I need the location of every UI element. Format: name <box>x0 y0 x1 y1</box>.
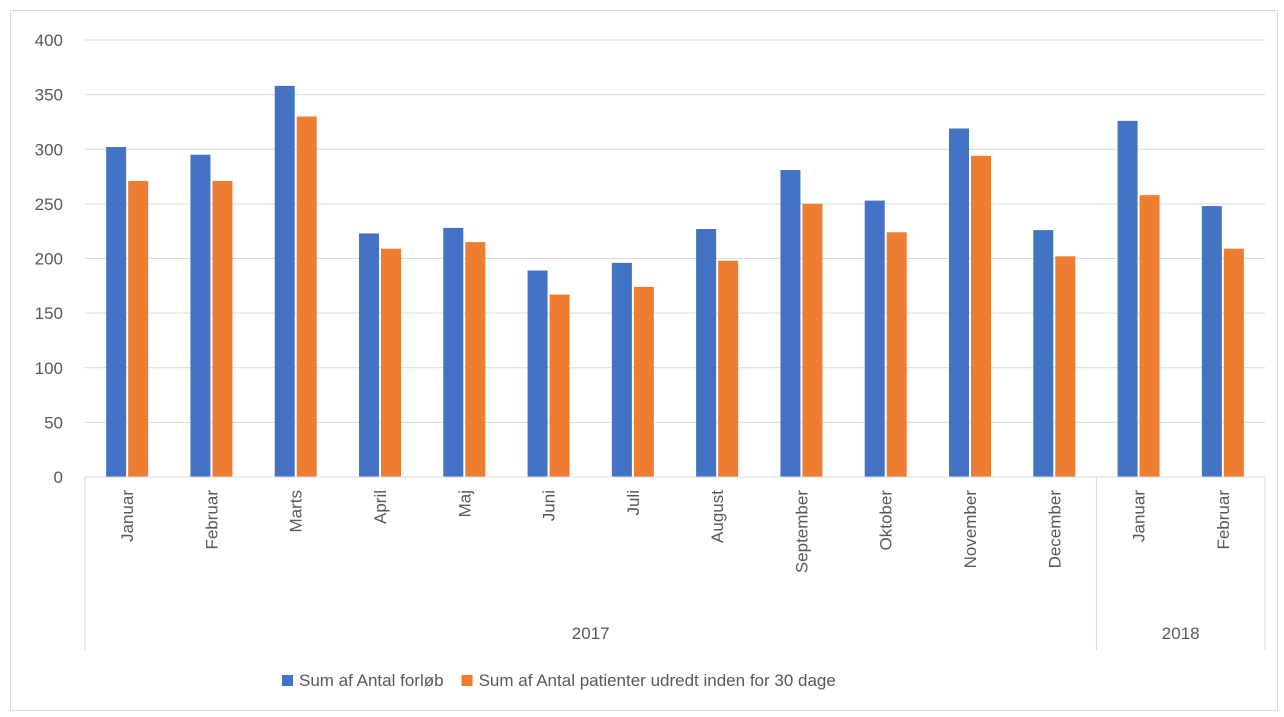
gridlines <box>85 39 1265 423</box>
bar <box>106 147 127 477</box>
bar <box>886 232 907 477</box>
bar <box>549 294 570 477</box>
y-tick-label: 100 <box>35 359 63 378</box>
legend-swatch <box>282 675 293 686</box>
legend-label: Sum af Antal forløb <box>299 671 444 690</box>
legend-swatch <box>461 675 473 686</box>
bar <box>381 248 401 477</box>
x-tick-label: Juni <box>540 490 559 521</box>
bar <box>296 116 317 477</box>
bar <box>1139 195 1160 477</box>
bar <box>1117 120 1138 477</box>
y-tick-label: 300 <box>35 140 63 159</box>
x-tick-labels: Januar Februar Marts April Maj Juni Juli August… <box>118 490 1233 574</box>
x-tick-label: April <box>371 490 390 524</box>
x-tick-label: Januar <box>118 490 137 542</box>
bar <box>864 200 885 477</box>
bar <box>443 227 464 477</box>
x-axis <box>84 476 1266 650</box>
bar <box>780 170 801 477</box>
y-tick-label: 0 <box>54 468 63 487</box>
group-label: 2017 <box>572 624 610 643</box>
bar <box>1033 230 1054 477</box>
legend: Sum af Antal forløb Sum af Antal patiente… <box>282 671 836 690</box>
bar <box>802 203 823 477</box>
bar <box>1055 256 1076 477</box>
bar <box>949 128 969 477</box>
x-tick-label: September <box>792 490 811 573</box>
bar <box>212 180 233 477</box>
y-tick-label: 400 <box>35 31 63 50</box>
bar <box>527 270 548 477</box>
x-tick-label: Juli <box>624 490 643 516</box>
x-tick-label: Februar <box>202 490 221 550</box>
y-tick-label: 250 <box>35 195 63 214</box>
legend-label: Sum af Antal patienter udredt inden for … <box>479 671 836 690</box>
x-tick-label: Januar <box>1130 490 1149 542</box>
y-axis: 0 50 100 150 200 250 300 350 400 <box>35 31 63 487</box>
x-tick-label: August <box>708 490 727 543</box>
x-tick-label: December <box>1045 490 1064 569</box>
y-tick-label: 150 <box>35 304 63 323</box>
x-tick-label: Maj <box>455 490 474 517</box>
x-tick-label: Februar <box>1214 490 1233 550</box>
bar <box>359 233 379 477</box>
bar <box>465 242 486 477</box>
x-tick-label: November <box>961 490 980 569</box>
bar <box>1223 248 1244 477</box>
bar <box>190 154 211 477</box>
bar <box>718 260 739 477</box>
y-tick-label: 200 <box>35 250 63 269</box>
bar <box>971 155 991 477</box>
bar <box>1201 206 1222 477</box>
bar <box>274 85 295 477</box>
group-label: 2018 <box>1162 624 1200 643</box>
bars <box>106 85 1244 477</box>
bar <box>128 180 149 477</box>
x-group-labels: 2017 2018 <box>572 624 1200 643</box>
bar <box>633 286 654 477</box>
y-tick-label: 50 <box>44 413 63 432</box>
x-tick-label: Marts <box>287 490 306 533</box>
x-tick-label: Oktober <box>877 490 896 551</box>
bar <box>611 262 632 477</box>
y-tick-label: 350 <box>35 86 63 105</box>
bar <box>696 229 717 477</box>
